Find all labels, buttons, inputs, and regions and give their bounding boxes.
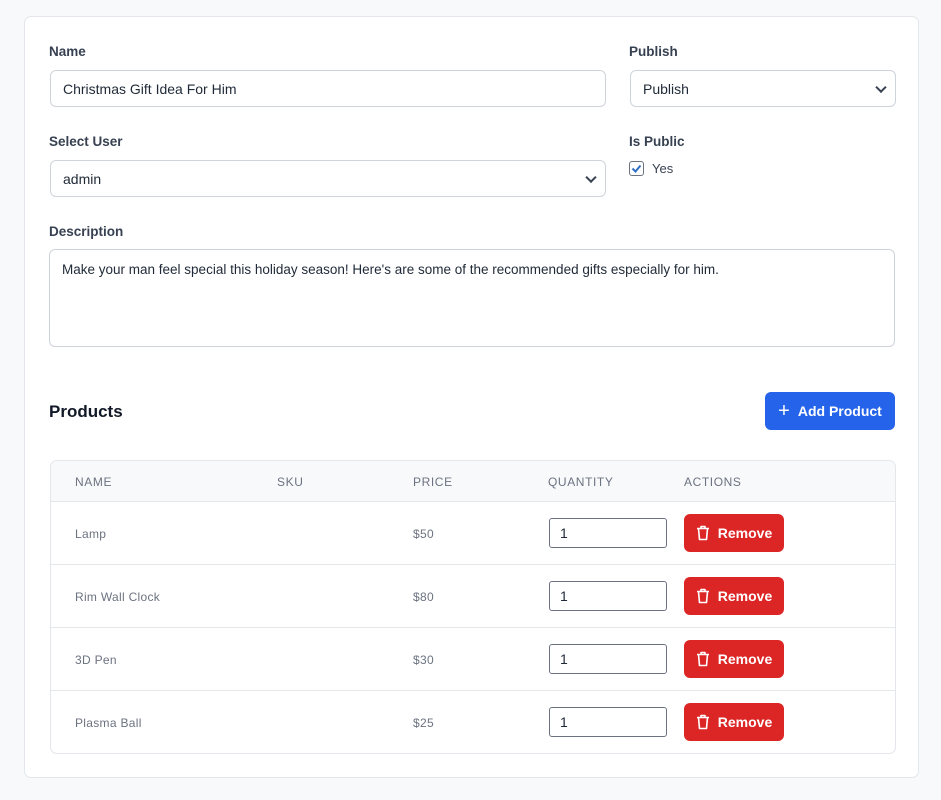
name-input[interactable]: Christmas Gift Idea For Him (50, 70, 606, 107)
table-row: Lamp $50 1 Remove (51, 502, 895, 565)
remove-label: Remove (717, 651, 773, 667)
quantity-input[interactable]: 1 (549, 581, 667, 611)
chevron-down-icon (585, 171, 597, 183)
add-product-label: Add Product (797, 403, 882, 419)
product-name: Plasma Ball (75, 716, 142, 730)
product-price: $80 (413, 590, 434, 604)
publish-select-value: Publish (643, 80, 689, 97)
plus-icon: + (778, 400, 790, 422)
checkmark-icon (631, 164, 642, 173)
quantity-input[interactable]: 1 (549, 644, 667, 674)
quantity-input[interactable]: 1 (549, 518, 667, 548)
remove-label: Remove (717, 588, 773, 604)
publish-label: Publish (629, 44, 678, 59)
column-header-sku: SKU (277, 475, 304, 489)
table-row: 3D Pen $30 1 Remove (51, 628, 895, 691)
add-product-button[interactable]: + Add Product (765, 392, 895, 430)
trash-icon (696, 588, 709, 604)
is-public-label: Is Public (629, 134, 685, 149)
table-row: Plasma Ball $25 1 Remove (51, 691, 895, 753)
column-header-actions: ACTIONS (684, 475, 742, 489)
remove-label: Remove (717, 525, 773, 541)
is-public-checkbox[interactable] (629, 161, 644, 176)
remove-label: Remove (717, 714, 773, 730)
trash-icon (696, 651, 709, 667)
column-header-price: PRICE (413, 475, 453, 489)
user-select-value: admin (63, 170, 102, 187)
trash-icon (696, 525, 709, 541)
product-price: $50 (413, 527, 434, 541)
chevron-down-icon (875, 81, 887, 93)
remove-button[interactable]: Remove (684, 640, 784, 678)
name-label: Name (49, 44, 86, 59)
product-name: Rim Wall Clock (75, 590, 161, 604)
select-user-label: Select User (49, 134, 123, 149)
column-header-quantity: QUANTITY (548, 475, 614, 489)
description-label: Description (49, 224, 124, 239)
publish-select[interactable]: Publish (630, 70, 896, 107)
quantity-input[interactable]: 1 (549, 707, 667, 737)
trash-icon (696, 714, 709, 730)
remove-button[interactable]: Remove (684, 577, 784, 615)
product-name: Lamp (75, 527, 107, 541)
table-header: NAME SKU PRICE QUANTITY ACTIONS (51, 461, 895, 502)
is-public-checkbox-row[interactable]: Yes (629, 161, 673, 176)
product-price: $30 (413, 653, 434, 667)
column-header-name: NAME (75, 475, 113, 489)
user-select[interactable]: admin (50, 160, 606, 197)
product-price: $25 (413, 716, 434, 730)
is-public-option-label: Yes (652, 161, 674, 176)
product-name: 3D Pen (75, 653, 117, 667)
gift-idea-form-card: Name Christmas Gift Idea For Him Publish… (24, 16, 919, 778)
table-row: Rim Wall Clock $80 1 Remove (51, 565, 895, 628)
products-table: NAME SKU PRICE QUANTITY ACTIONS Lamp $50… (50, 460, 896, 754)
description-textarea[interactable]: Make your man feel special this holiday … (49, 249, 895, 347)
remove-button[interactable]: Remove (684, 514, 784, 552)
products-heading: Products (49, 402, 123, 421)
remove-button[interactable]: Remove (684, 703, 784, 741)
